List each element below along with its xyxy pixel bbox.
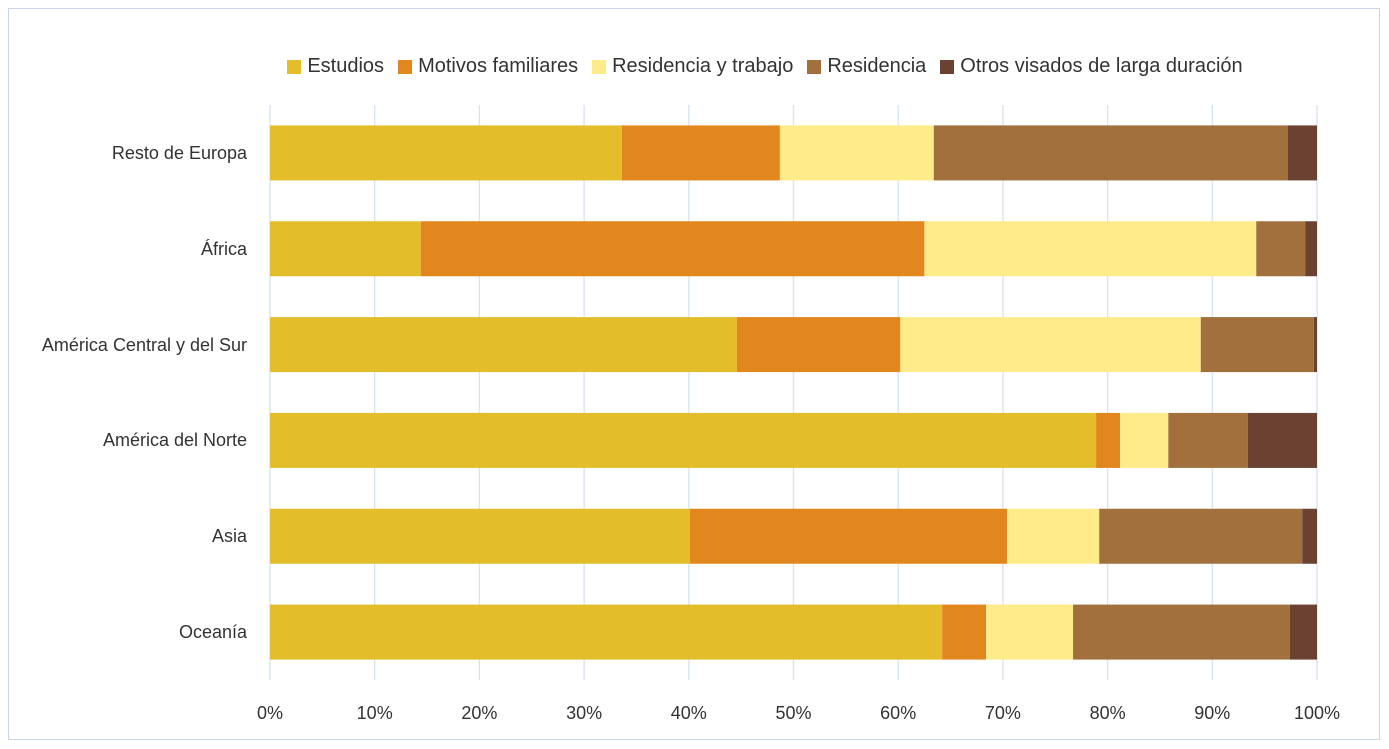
category-label: América Central y del Sur [41, 334, 247, 355]
bar-segment [1247, 412, 1317, 468]
legend-swatch [807, 59, 822, 74]
bar-segment [1096, 412, 1121, 468]
x-tick-label: 40% [671, 703, 707, 723]
bar-segment [689, 508, 1008, 564]
bar-segment [736, 317, 901, 373]
category-label: África [200, 238, 247, 259]
bar-segment [621, 125, 780, 181]
legend-item: Otros visados de larga duración [940, 55, 1243, 78]
bar-segment [420, 221, 925, 277]
bar-segment [270, 125, 622, 181]
category-label: América del Norte [102, 430, 247, 451]
x-tick-label: 100% [1294, 703, 1340, 723]
x-tick-label: 80% [1090, 703, 1126, 723]
legend-item: Residencia [807, 55, 926, 78]
bar-segment [1302, 508, 1317, 564]
bar-segment [1168, 412, 1248, 468]
bar-segment [933, 125, 1288, 181]
legend-label: Estudios [307, 55, 385, 77]
category-label: Asia [211, 526, 247, 547]
bar-segment [1305, 221, 1317, 277]
legend: Estudios Motivos familiares Residencia y t… [150, 55, 1380, 78]
bar-segment [1007, 508, 1100, 564]
category-label: Resto de Europa [111, 142, 247, 163]
bar-segment [270, 412, 1097, 468]
x-tick-label: 30% [566, 703, 602, 723]
x-tick-label: 60% [880, 703, 916, 723]
legend-item: Residencia y trabajo [592, 55, 793, 78]
legend-label: Residencia y trabajo [612, 55, 794, 77]
x-tick-label: 90% [1194, 703, 1230, 723]
bar-segment [1287, 125, 1317, 181]
x-tick-label: 70% [985, 703, 1021, 723]
x-tick-label: 20% [461, 703, 497, 723]
category-label: Oceanía [178, 622, 247, 643]
legend-item: Estudios [287, 55, 384, 78]
bar-segment [779, 125, 934, 181]
legend-swatch [592, 59, 607, 74]
bar-segment [270, 317, 737, 373]
x-tick-label: 50% [775, 703, 811, 723]
bar-segment [986, 604, 1074, 660]
bar-segment [1313, 317, 1317, 373]
chart-frame [8, 8, 1380, 740]
legend-swatch [398, 59, 413, 74]
bar-segment [270, 604, 943, 660]
bar-segment [1200, 317, 1314, 373]
bar-segment [1120, 412, 1169, 468]
bar-segment [1289, 604, 1317, 660]
x-tick-label: 10% [357, 703, 393, 723]
legend-swatch [287, 59, 302, 74]
bar-segment [270, 221, 421, 277]
bar-segment [270, 508, 690, 564]
bar-segment [942, 604, 987, 660]
legend-swatch [940, 59, 955, 74]
bar-segment [1099, 508, 1303, 564]
legend-label: Residencia [827, 55, 927, 77]
bar-segment [900, 317, 1201, 373]
bar-segment [1073, 604, 1290, 660]
legend-label: Otros visados de larga duración [960, 55, 1243, 77]
bar-segment [1256, 221, 1306, 277]
legend-item: Motivos familiares [398, 55, 578, 78]
legend-label: Motivos familiares [418, 55, 579, 77]
bar-segment [924, 221, 1257, 277]
x-tick-label: 0% [257, 703, 283, 723]
